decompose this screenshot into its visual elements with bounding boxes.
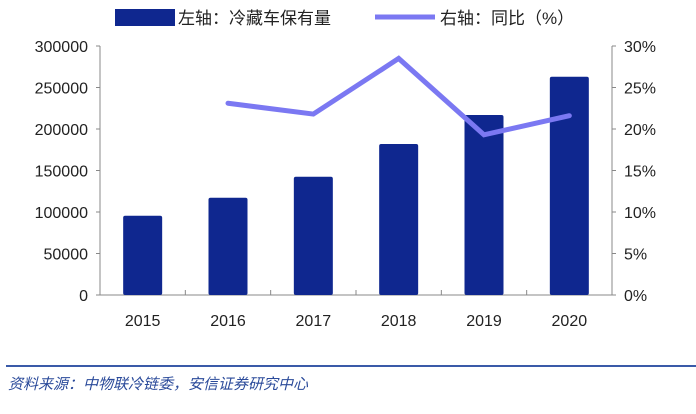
bar-2015 bbox=[123, 215, 163, 295]
legend-bar-label: 左轴：冷藏车保有量 bbox=[178, 9, 331, 28]
right-tick-label: 10% bbox=[624, 205, 656, 222]
right-tick-label: 20% bbox=[624, 122, 656, 139]
x-tick-label: 2018 bbox=[381, 313, 417, 330]
yoy-point-2019 bbox=[483, 134, 485, 136]
left-tick-label: 250000 bbox=[35, 81, 88, 98]
right-tick-label: 5% bbox=[624, 247, 647, 264]
legend-line-label: 右轴：同比（%） bbox=[440, 9, 574, 28]
bar-2017 bbox=[293, 176, 333, 295]
right-tick-label: 0% bbox=[624, 288, 647, 305]
legend: 左轴：冷藏车保有量 右轴：同比（%） bbox=[115, 9, 574, 28]
x-tick-label: 2015 bbox=[125, 313, 161, 330]
legend-bar-swatch bbox=[115, 9, 175, 26]
yoy-line bbox=[225, 55, 572, 138]
x-tick-label: 2020 bbox=[552, 313, 588, 330]
x-tick-label: 2019 bbox=[466, 313, 502, 330]
x-tick-label: 2016 bbox=[210, 313, 246, 330]
combo-chart: 左轴：冷藏车保有量 右轴：同比（%） 0 50000 100000 150000 200… bbox=[35, 9, 656, 330]
x-tick-label: 2017 bbox=[296, 313, 332, 330]
left-tick-label: 0 bbox=[79, 288, 88, 305]
source-note: 资料来源：中物联冷链委，安信证券研究中心 bbox=[8, 375, 309, 393]
bar-2018 bbox=[379, 144, 419, 295]
right-tick-label: 30% bbox=[624, 39, 656, 56]
right-tick-label: 25% bbox=[624, 81, 656, 98]
yoy-point-2018 bbox=[398, 57, 400, 59]
bar-2016 bbox=[208, 197, 248, 295]
yoy-point-2020 bbox=[568, 115, 570, 117]
yoy-point-2017 bbox=[312, 113, 314, 115]
bar-2020 bbox=[549, 76, 589, 296]
left-tick-label: 50000 bbox=[44, 247, 89, 264]
bar-2019 bbox=[464, 114, 504, 296]
left-tick-label: 100000 bbox=[35, 205, 88, 222]
source-divider bbox=[6, 365, 696, 367]
left-tick-label: 150000 bbox=[35, 164, 88, 181]
yoy-point-2016 bbox=[227, 102, 229, 104]
left-tick-label: 200000 bbox=[35, 122, 88, 139]
left-tick-label: 300000 bbox=[35, 39, 88, 56]
right-tick-label: 15% bbox=[624, 164, 656, 181]
